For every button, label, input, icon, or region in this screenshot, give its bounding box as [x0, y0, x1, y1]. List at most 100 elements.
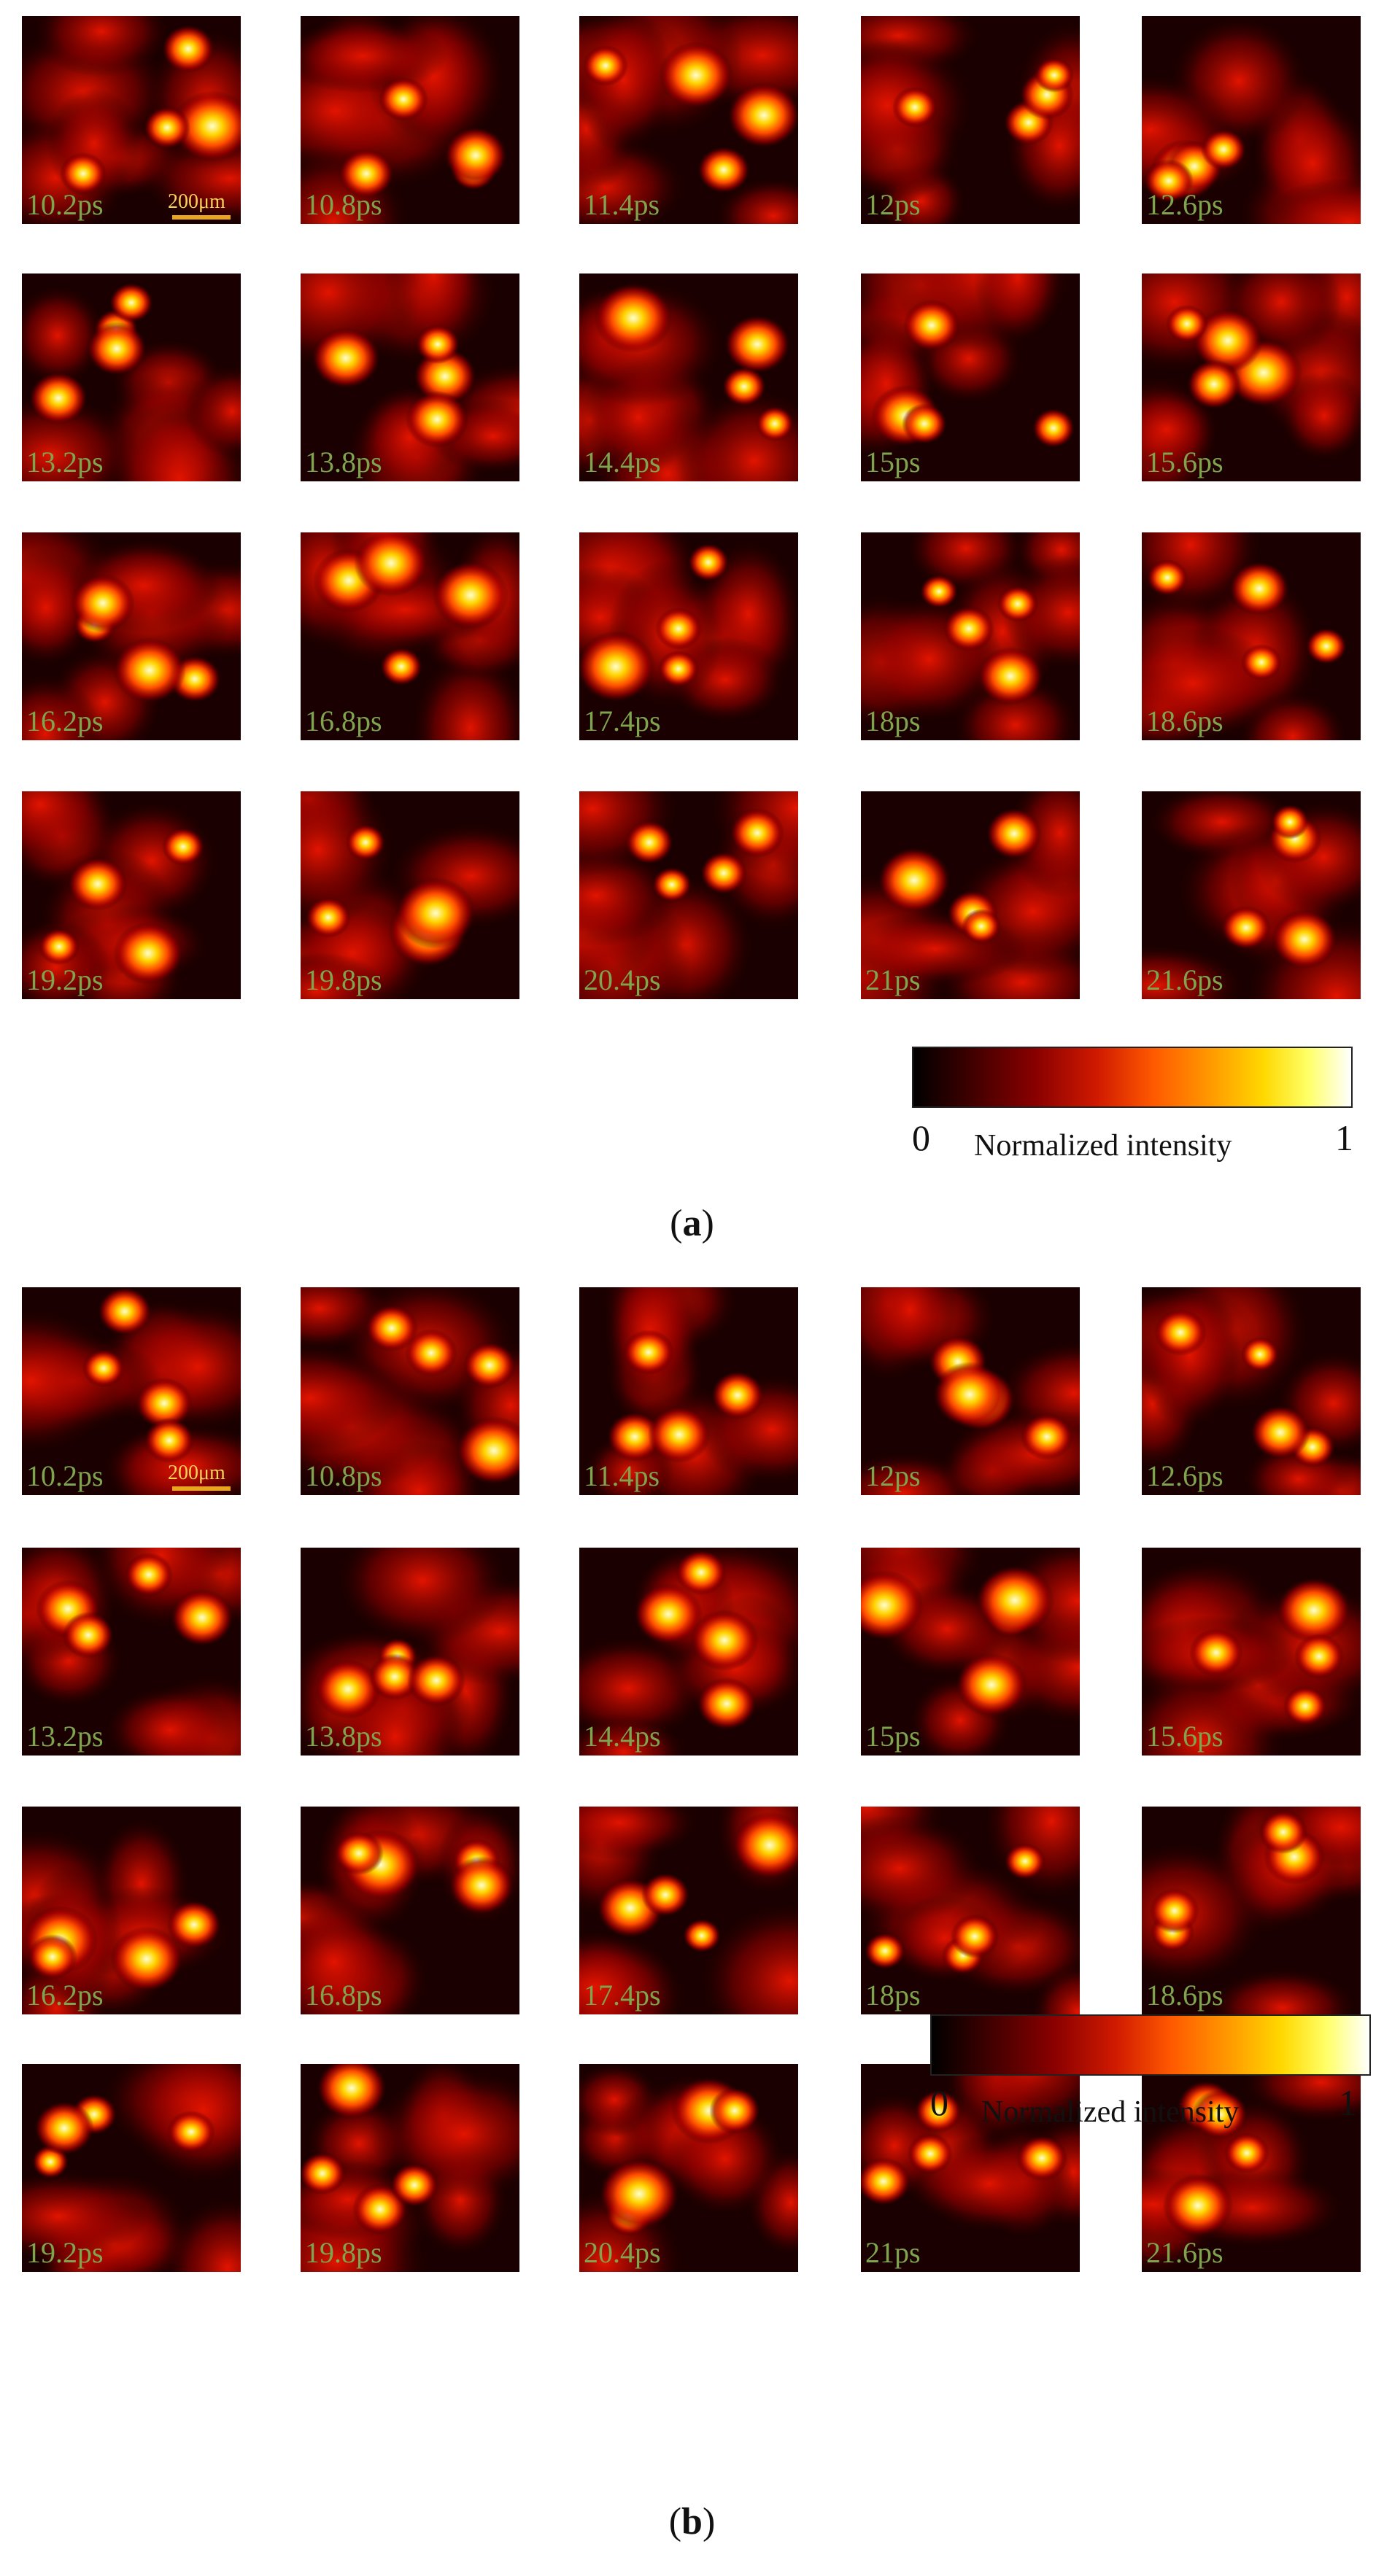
intensity-frame: 19.2ps — [22, 2064, 241, 2272]
colorbar-b — [930, 2014, 1371, 2076]
frame-time-label: 19.2ps — [26, 963, 104, 996]
frame-time-label: 12ps — [865, 1459, 921, 1492]
intensity-frame: 18ps — [861, 1807, 1080, 2014]
intensity-frame: 17.4ps — [579, 532, 798, 740]
intensity-frame: 15.6ps — [1142, 1548, 1361, 1756]
scale-bar-label: 200μm — [168, 190, 225, 213]
intensity-frame: 20.4ps — [579, 2064, 798, 2272]
frame-time-label: 16.8ps — [305, 1979, 382, 2011]
intensity-frame: 16.8ps — [301, 532, 519, 740]
intensity-frame: 13.8ps — [301, 1548, 519, 1756]
frame-time-label: 15.6ps — [1146, 1720, 1223, 1753]
intensity-frame: 20.4ps — [579, 791, 798, 999]
intensity-frame: 19.8ps — [301, 791, 519, 999]
colorbar-a-min: 0 — [912, 1117, 930, 1158]
intensity-frame: 13.2ps — [22, 1548, 241, 1756]
frame-time-label: 19.8ps — [305, 963, 382, 996]
frame-time-label: 11.4ps — [584, 188, 660, 221]
frame-time-label: 19.8ps — [305, 2236, 382, 2269]
frame-time-label: 19.2ps — [26, 2236, 104, 2269]
frame-time-label: 13.2ps — [26, 446, 104, 478]
frame-time-label: 21ps — [865, 963, 921, 996]
frame-time-label: 17.4ps — [584, 705, 661, 737]
frame-time-label: 21.6ps — [1146, 963, 1223, 996]
frame-time-label: 17.4ps — [584, 1979, 661, 2011]
intensity-frame: 13.8ps — [301, 273, 519, 481]
frame-time-label: 10.8ps — [305, 188, 382, 221]
colorbar-b-max: 1 — [1339, 2082, 1357, 2123]
frame-time-label: 20.4ps — [584, 2236, 661, 2269]
frame-time-label: 14.4ps — [584, 1720, 661, 1753]
intensity-frame: 18.6ps — [1142, 1807, 1361, 2014]
caption-b-letter: b — [681, 2501, 703, 2542]
intensity-frame: 21ps — [861, 791, 1080, 999]
caption-b: (b) — [668, 2501, 716, 2542]
frame-time-label: 11.4ps — [584, 1459, 660, 1492]
colorbar-a-max: 1 — [1335, 1117, 1353, 1158]
frame-time-label: 12.6ps — [1146, 1459, 1223, 1492]
intensity-frame: 18.6ps — [1142, 532, 1361, 740]
frame-time-label: 21ps — [865, 2236, 921, 2269]
colorbar-a-title: Normalized intensity — [974, 1129, 1232, 1163]
intensity-frame: 14.4ps — [579, 273, 798, 481]
scale-bar: 200μm — [168, 192, 235, 220]
panel-a: 10.2ps 200μm 10.8ps 11.4ps 12ps 12.6ps 13… — [0, 0, 1384, 1284]
intensity-frame: 12ps — [861, 1287, 1080, 1495]
frame-time-label: 10.2ps — [26, 188, 104, 221]
intensity-frame: 10.2ps 200μm — [22, 16, 241, 224]
intensity-frame: 19.8ps — [301, 2064, 519, 2272]
colorbar-b-min: 0 — [930, 2082, 948, 2123]
intensity-frame: 16.2ps — [22, 532, 241, 740]
caption-a-letter: a — [682, 1203, 702, 1244]
intensity-frame: 11.4ps — [579, 16, 798, 224]
frame-time-label: 18.6ps — [1146, 705, 1223, 737]
frame-time-label: 10.2ps — [26, 1459, 104, 1492]
intensity-frame: 10.2ps 200μm — [22, 1287, 241, 1495]
intensity-frame: 12.6ps — [1142, 16, 1361, 224]
frame-time-label: 10.8ps — [305, 1459, 382, 1492]
intensity-frame: 12.6ps — [1142, 1287, 1361, 1495]
intensity-frame: 16.8ps — [301, 1807, 519, 2014]
frame-time-label: 16.2ps — [26, 705, 104, 737]
colorbar-a — [912, 1047, 1353, 1108]
scale-bar-line — [172, 215, 231, 220]
intensity-frame: 10.8ps — [301, 16, 519, 224]
frame-time-label: 13.8ps — [305, 446, 382, 478]
frame-time-label: 16.8ps — [305, 705, 382, 737]
scale-bar: 200μm — [168, 1463, 235, 1491]
intensity-frame: 14.4ps — [579, 1548, 798, 1756]
intensity-frame: 11.4ps — [579, 1287, 798, 1495]
intensity-frame: 12ps — [861, 16, 1080, 224]
panel-b: 10.2ps 200μm 10.8ps 11.4ps 12ps 12.6ps 13… — [0, 1284, 1384, 2576]
frame-time-label: 13.2ps — [26, 1720, 104, 1753]
frame-time-label: 15.6ps — [1146, 446, 1223, 478]
intensity-frame: 15ps — [861, 273, 1080, 481]
scale-bar-line — [172, 1486, 231, 1491]
intensity-frame: 15ps — [861, 1548, 1080, 1756]
frame-time-label: 16.2ps — [26, 1979, 104, 2011]
frame-time-label: 18ps — [865, 705, 921, 737]
caption-a: (a) — [670, 1203, 714, 1244]
intensity-frame: 13.2ps — [22, 273, 241, 481]
intensity-frame: 21ps — [861, 2064, 1080, 2272]
frame-time-label: 13.8ps — [305, 1720, 382, 1753]
intensity-frame: 18ps — [861, 532, 1080, 740]
intensity-frame: 17.4ps — [579, 1807, 798, 2014]
frame-time-label: 18ps — [865, 1979, 921, 2011]
intensity-frame: 15.6ps — [1142, 273, 1361, 481]
intensity-frame: 21.6ps — [1142, 791, 1361, 999]
frame-time-label: 18.6ps — [1146, 1979, 1223, 2011]
intensity-frame: 10.8ps — [301, 1287, 519, 1495]
frame-time-label: 15ps — [865, 446, 921, 478]
scale-bar-label: 200μm — [168, 1462, 225, 1484]
colorbar-b-title: Normalized intensity — [981, 2095, 1240, 2129]
frame-time-label: 12ps — [865, 188, 921, 221]
frame-time-label: 21.6ps — [1146, 2236, 1223, 2269]
intensity-frame: 19.2ps — [22, 791, 241, 999]
intensity-frame: 16.2ps — [22, 1807, 241, 2014]
frame-time-label: 12.6ps — [1146, 188, 1223, 221]
frame-time-label: 14.4ps — [584, 446, 661, 478]
intensity-frame: 21.6ps — [1142, 2064, 1361, 2272]
frame-time-label: 15ps — [865, 1720, 921, 1753]
frame-time-label: 20.4ps — [584, 963, 661, 996]
